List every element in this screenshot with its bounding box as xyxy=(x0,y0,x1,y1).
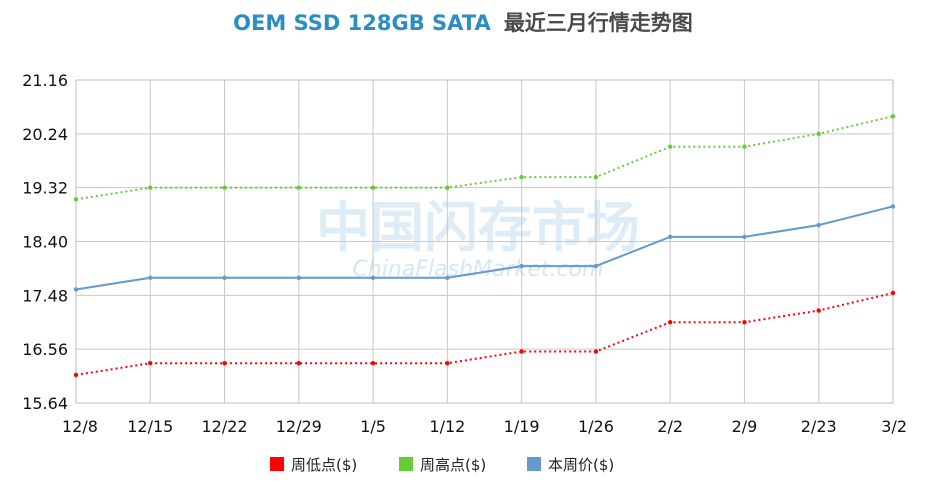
data-point xyxy=(742,234,747,240)
y-tick-label: 17.48 xyxy=(22,286,68,305)
data-point xyxy=(73,372,79,378)
data-point xyxy=(73,287,79,292)
legend-label-2: 本周价($) xyxy=(548,456,614,474)
x-tick-label: 3/2 xyxy=(881,417,907,436)
data-point xyxy=(445,275,450,280)
data-point xyxy=(742,144,747,149)
data-point xyxy=(148,185,153,190)
x-tick-label: 1/26 xyxy=(578,417,614,436)
data-point xyxy=(816,308,821,313)
series-line-2 xyxy=(75,205,894,291)
y-tick-label: 16.56 xyxy=(22,340,68,359)
x-tick-label: 1/5 xyxy=(360,417,386,436)
data-point xyxy=(816,131,821,137)
data-point xyxy=(445,361,450,366)
title-main: OEM SSD 128GB SATA xyxy=(233,11,491,35)
data-point xyxy=(519,263,524,269)
data-point xyxy=(148,275,153,280)
data-point xyxy=(296,361,302,366)
data-point xyxy=(296,275,302,280)
x-tick-label: 2/9 xyxy=(732,417,758,436)
data-point xyxy=(593,263,599,269)
plot-area-border xyxy=(75,79,894,404)
legend: 周低点($) 周高点($) 本周价($) xyxy=(270,456,614,474)
data-point xyxy=(296,185,302,190)
y-tick-label: 20.24 xyxy=(22,125,68,144)
y-tick-label: 19.32 xyxy=(22,179,68,198)
legend-label-0: 周低点($) xyxy=(291,456,357,474)
series-line-0 xyxy=(75,292,894,376)
data-point xyxy=(222,185,227,190)
x-tick-label: 1/19 xyxy=(504,417,540,436)
data-point xyxy=(148,361,153,366)
x-axis-ticks: 12/8 12/15 12/22 12/29 1/5 1/12 1/19 1/26 2/2 2/9… xyxy=(62,417,907,436)
data-point xyxy=(445,185,450,190)
legend-swatch-2 xyxy=(527,457,541,471)
x-tick-label: 12/29 xyxy=(276,417,322,436)
data-point xyxy=(667,234,673,240)
data-point xyxy=(370,185,376,190)
data-point xyxy=(222,361,227,366)
series-group xyxy=(73,114,896,378)
y-tick-label: 21.16 xyxy=(22,71,68,90)
watermark-main: 中国闪存市场 xyxy=(316,196,640,259)
legend-swatch-0 xyxy=(270,457,284,471)
data-point xyxy=(890,204,896,209)
data-point xyxy=(816,222,821,228)
data-point xyxy=(519,349,524,354)
series-line-1 xyxy=(75,115,894,201)
data-point xyxy=(667,320,673,325)
chart-title: OEM SSD 128GB SATA 最近三月行情走势图 xyxy=(233,11,693,35)
x-tick-label: 2/23 xyxy=(801,417,837,436)
data-point xyxy=(222,275,227,280)
title-sub: 最近三月行情走势图 xyxy=(504,11,693,35)
x-tick-label: 12/15 xyxy=(127,417,173,436)
x-tick-label: 12/8 xyxy=(62,417,98,436)
y-tick-label: 18.40 xyxy=(22,233,68,252)
x-tick-label: 12/22 xyxy=(201,417,247,436)
data-point xyxy=(667,144,673,149)
watermark: 中国闪存市场 ChinaFlashMarket.com xyxy=(316,196,640,282)
data-point xyxy=(593,174,599,180)
data-point xyxy=(593,349,599,354)
data-point xyxy=(890,290,896,296)
legend-label-1: 周高点($) xyxy=(420,456,486,474)
data-point xyxy=(519,174,524,180)
x-tick-label: 2/2 xyxy=(657,417,683,436)
grid xyxy=(75,79,894,404)
data-point xyxy=(370,275,376,280)
data-point xyxy=(73,197,79,202)
data-point xyxy=(742,320,747,325)
y-tick-label: 15.64 xyxy=(22,394,68,413)
y-axis-ticks: 21.16 20.24 19.32 18.40 17.48 16.56 15.64 xyxy=(22,71,68,413)
x-tick-label: 1/12 xyxy=(429,417,465,436)
data-point xyxy=(890,114,896,119)
legend-swatch-1 xyxy=(399,457,413,471)
data-point xyxy=(370,361,376,366)
